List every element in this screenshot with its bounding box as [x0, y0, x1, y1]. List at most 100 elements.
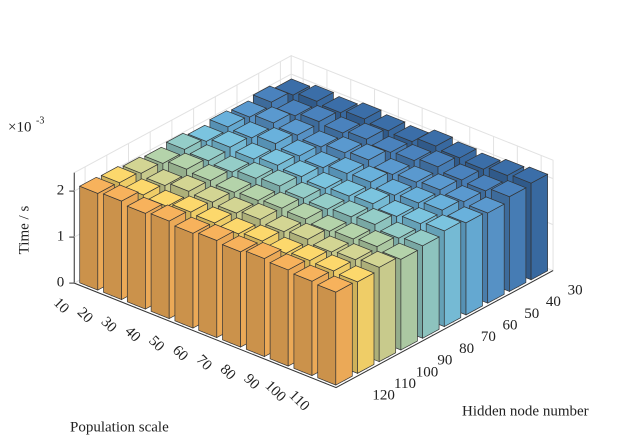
x-tick-label: 70	[193, 352, 215, 374]
bar-side	[245, 250, 265, 358]
bar-top	[490, 180, 527, 198]
bar-top	[302, 130, 339, 148]
y-tick-label: 40	[546, 294, 561, 310]
bar-top	[284, 181, 321, 199]
bar-top	[243, 224, 280, 242]
bar-top	[447, 206, 484, 224]
y-tick-label: 90	[437, 353, 452, 369]
bar-top	[381, 242, 419, 260]
bar-top	[195, 206, 233, 224]
bar-top	[282, 160, 319, 178]
bar-top	[193, 185, 230, 203]
z-exponent-base: ×10	[8, 119, 31, 135]
bar-top	[425, 214, 462, 232]
y-tick-label: 70	[481, 329, 496, 345]
x-tick-label: 30	[98, 314, 120, 336]
bar-top	[371, 135, 408, 153]
bar-top	[444, 185, 482, 203]
y-tick-label: 80	[459, 341, 474, 357]
bar-top	[328, 157, 365, 174]
z-axis-label: Time / s	[16, 206, 32, 255]
bar-top	[126, 196, 163, 214]
bar-top	[171, 195, 209, 213]
x-tick-label: 60	[169, 343, 191, 365]
bar-top	[146, 169, 183, 186]
bar-top	[100, 166, 137, 184]
bar-top	[369, 114, 406, 132]
bar-top	[280, 139, 317, 157]
z-tick-label: 2	[57, 183, 65, 199]
x-tick-label: 40	[121, 324, 143, 346]
bar-top	[421, 173, 458, 191]
bar-top	[306, 171, 343, 189]
x-axis-label: Population scale	[70, 419, 169, 435]
bar-front	[443, 221, 462, 328]
bar-top	[466, 174, 503, 192]
bar-top	[215, 175, 252, 193]
bar-side	[79, 185, 99, 291]
bar-top	[265, 215, 302, 233]
bar-top	[260, 169, 298, 187]
bar-top	[290, 244, 328, 261]
bar-top	[395, 144, 432, 161]
bar-side	[103, 193, 122, 301]
bar-top	[345, 102, 382, 120]
bar-top	[262, 191, 300, 209]
bar-side	[126, 205, 146, 310]
bar-top	[419, 150, 456, 168]
x-tick-label: 110	[286, 388, 313, 415]
bar-top	[416, 129, 454, 147]
bar-top	[187, 124, 224, 142]
bar-top	[197, 223, 235, 241]
bar-top	[150, 204, 187, 222]
bar-top	[256, 127, 293, 145]
bar-top	[237, 161, 274, 179]
bar-side	[293, 273, 313, 377]
bar-top	[314, 254, 352, 272]
bar-top	[286, 202, 324, 220]
bar-top	[174, 216, 211, 234]
bar-side	[317, 284, 337, 386]
bar-top	[373, 158, 410, 175]
y-tick-label: 60	[503, 318, 518, 334]
bars	[78, 78, 549, 386]
bar-top	[78, 176, 116, 194]
bar-front	[378, 257, 397, 363]
bar-top	[512, 166, 549, 184]
bar-top	[221, 235, 258, 253]
y-axis-label: Hidden node number	[462, 403, 589, 419]
bar-top	[330, 179, 367, 197]
bar-top	[336, 243, 373, 261]
bar-top	[403, 229, 440, 247]
bar-top	[393, 125, 430, 143]
bar-top	[321, 96, 359, 114]
bar-top	[334, 222, 371, 240]
bar-top	[399, 186, 436, 204]
bar-front	[422, 236, 440, 339]
bar-top	[397, 165, 434, 183]
y-tick-label: 50	[524, 306, 539, 322]
bar-top	[143, 146, 181, 164]
bar-top	[217, 196, 254, 214]
bar-top	[230, 100, 268, 118]
bar-top	[258, 148, 296, 166]
y-tick-label: 120	[372, 388, 395, 404]
bar-front	[465, 213, 483, 316]
bar-top	[209, 110, 246, 128]
bar-top	[234, 142, 272, 160]
y-tick-label: 100	[416, 364, 439, 380]
bar-top	[351, 165, 389, 183]
bar-side	[174, 225, 194, 329]
bar-top	[316, 275, 354, 293]
bar-top	[377, 199, 415, 217]
bar-front	[357, 272, 375, 374]
x-tick-label: 20	[74, 305, 96, 327]
bar-top	[274, 78, 311, 96]
bar-top	[122, 156, 159, 174]
x-tick-label: 100	[262, 378, 289, 405]
bar-top	[356, 207, 393, 225]
bar-top	[401, 207, 438, 225]
bar-top	[323, 116, 361, 134]
bar-top	[211, 130, 248, 148]
